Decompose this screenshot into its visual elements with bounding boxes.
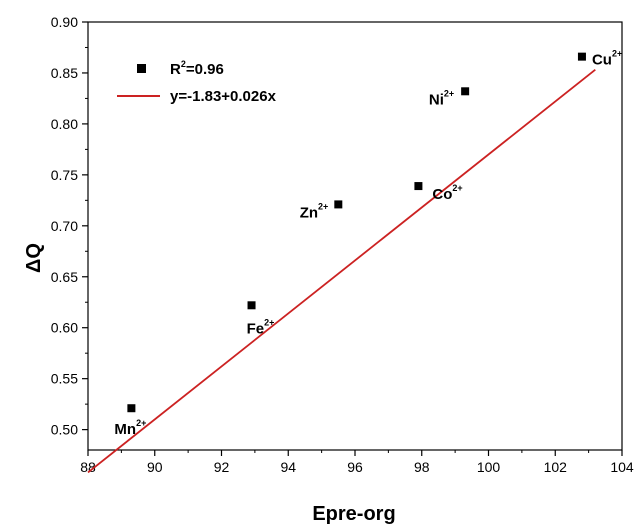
y-tick-label: 0.60 xyxy=(51,320,78,336)
x-tick-label: 96 xyxy=(347,459,363,475)
fit-line xyxy=(87,68,596,474)
data-point xyxy=(577,52,586,61)
x-axis: 88 90 92 94 96 98 100 102 104 xyxy=(80,450,634,475)
point-label-cu: Cu2+ xyxy=(592,49,622,69)
x-tick-label: 98 xyxy=(414,459,430,475)
x-tick-label: 90 xyxy=(147,459,163,475)
x-tick-label: 104 xyxy=(610,459,634,475)
y-tick-label: 0.80 xyxy=(51,116,78,132)
legend-fit-label: y=-1.83+0.026x xyxy=(170,88,277,105)
data-points xyxy=(127,52,586,413)
plot-border xyxy=(87,21,623,451)
data-point xyxy=(334,200,343,209)
x-axis-title: Epre-org xyxy=(312,503,395,525)
x-tick-label: 88 xyxy=(80,459,96,475)
legend: R2=0.96 y=-1.83+0.026x xyxy=(117,59,277,105)
point-label-fe: Fe2+ xyxy=(247,317,275,337)
point-labels: Mn2+ Fe2+ Zn2+ Co2+ Ni2+ Cu2+ xyxy=(114,49,622,439)
y-tick-label: 0.85 xyxy=(51,65,78,81)
x-tick-label: 92 xyxy=(214,459,230,475)
y-tick-label: 0.65 xyxy=(51,269,78,285)
legend-marker-square xyxy=(137,64,146,73)
y-tick-label: 0.55 xyxy=(51,371,78,387)
point-label-co: Co2+ xyxy=(432,183,462,203)
point-label-mn: Mn2+ xyxy=(114,418,146,438)
x-tick-label: 102 xyxy=(544,459,568,475)
legend-r2-label: R2=0.96 xyxy=(170,59,224,78)
x-tick-label: 94 xyxy=(280,459,296,475)
y-tick-label: 0.90 xyxy=(51,14,78,30)
y-axis-title: ΔQ xyxy=(23,243,45,273)
y-tick-label: 0.70 xyxy=(51,218,78,234)
data-point xyxy=(247,301,256,310)
y-axis: 0.50 0.55 0.60 0.65 0.70 0.75 0.80 0.85 0.90 xyxy=(51,14,88,438)
plot-frame xyxy=(87,21,623,451)
data-point xyxy=(127,404,136,413)
x-tick-label: 100 xyxy=(477,459,501,475)
y-tick-label: 0.50 xyxy=(51,422,78,438)
data-point xyxy=(414,182,423,191)
fit-line-layer xyxy=(87,68,596,474)
y-tick-label: 0.75 xyxy=(51,167,78,183)
point-label-ni: Ni2+ xyxy=(429,88,454,108)
data-point xyxy=(461,87,470,96)
point-label-zn: Zn2+ xyxy=(300,201,329,221)
